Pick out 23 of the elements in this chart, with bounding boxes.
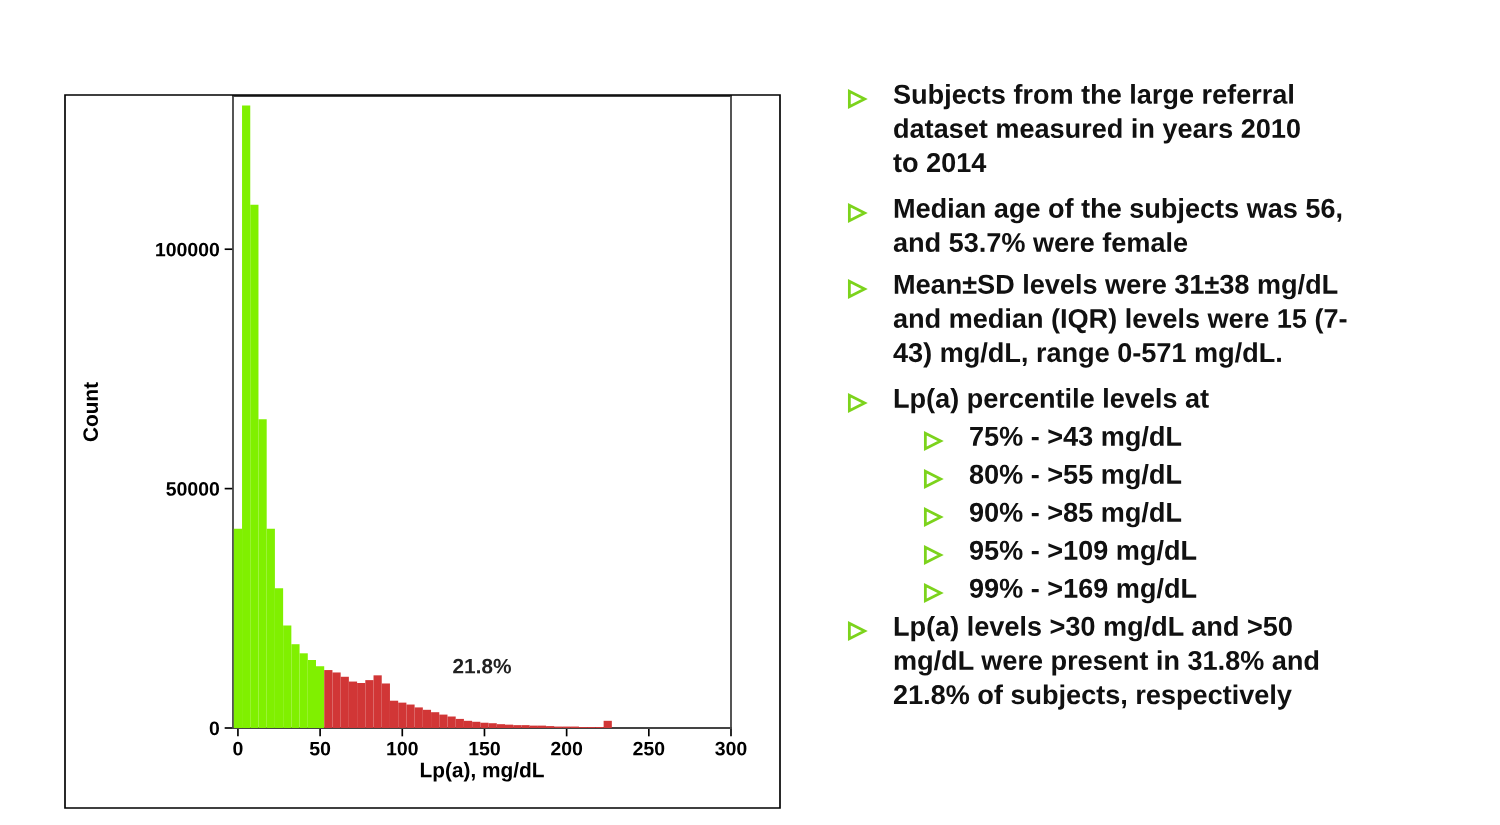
annotation: 21.8% [453,658,511,674]
y-axis-title: Count [83,382,99,442]
y-tick-label: 100000 [156,242,220,257]
x-tick-label: 150 [469,741,500,756]
x-tick-label: 100 [387,741,418,756]
x-tick-label: 50 [309,741,331,756]
text: Subjects from the large referral dataset measured in years 2010 to 2014 [893,84,1300,173]
x-tick-label: 0 [233,741,243,756]
text: 90% - >85 mg/dL [969,502,1182,528]
text: Median age of the subjects was 56, and 53.7% were female [893,198,1342,253]
text: 80% - >55 mg/dL [969,464,1182,490]
text: Lp(a) percentile levels at [894,388,1209,414]
x-tick-label: 200 [551,741,583,756]
text: 75% - >43 mg/dL [970,426,1182,452]
text: Mean±SD levels were 31±38 mg/dL and median (IQR) levels were 15 (7- 43) mg/dL, range 0-571 mg/dL. [893,274,1347,368]
text: Lp(a) levels >30 mg/dL and >50 mg/dL were present in 31.8% and 21.8% of subjects, respectively [893,616,1319,710]
x-axis-title: Lp(a), mg/dL [420,762,544,782]
x-tick-label: 300 [715,741,747,756]
y-tick-label: 50000 [166,482,220,496]
y-tick-label: 0 [209,721,220,736]
x-tick-label: 250 [633,741,665,756]
text: 99% - >169 mg/dL [969,578,1197,604]
text: 95% - >109 mg/dL [969,540,1197,566]
